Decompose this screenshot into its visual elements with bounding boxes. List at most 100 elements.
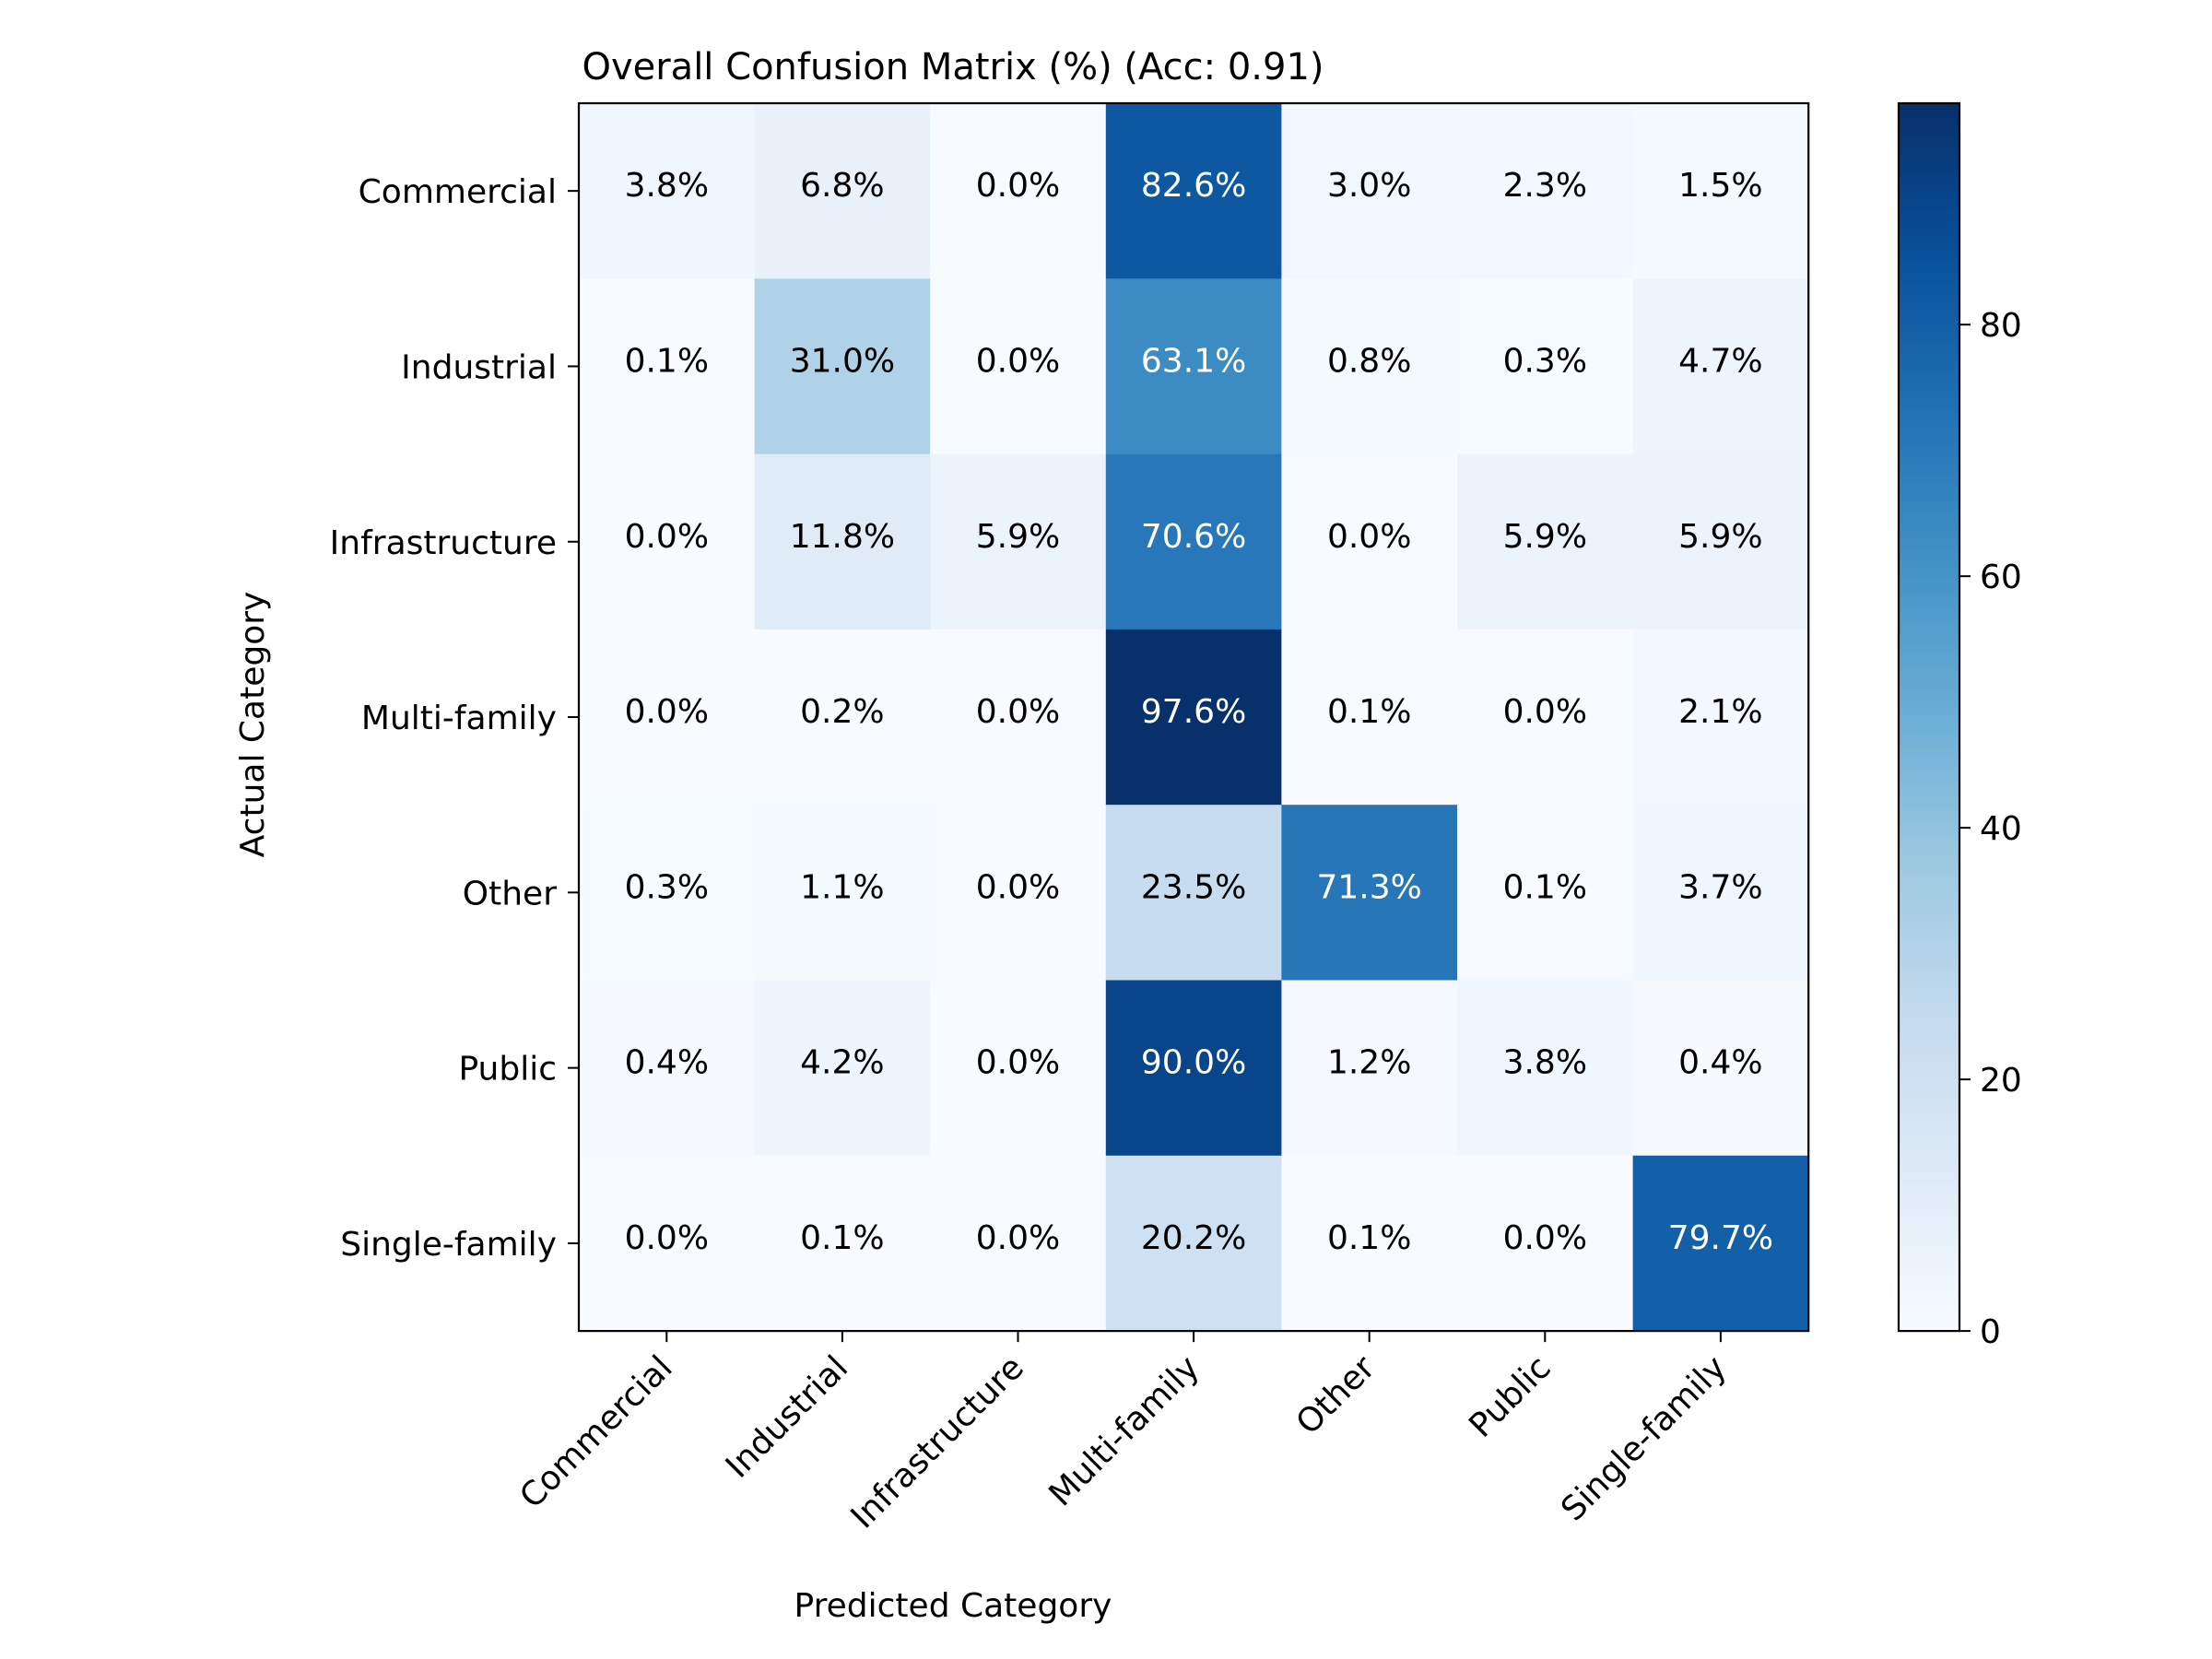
cell-value-label: 3.0% — [1327, 167, 1411, 205]
y-tick-label: Other — [463, 875, 557, 912]
heatmap-cell — [1105, 103, 1282, 279]
cell-value-label: 11.8% — [790, 518, 895, 556]
heatmap-cell — [579, 980, 756, 1157]
heatmap-cell — [579, 805, 756, 982]
heatmap-cell — [1457, 453, 1634, 630]
cell-value-label: 20.2% — [1141, 1219, 1246, 1257]
cell-value-label: 3.8% — [625, 167, 709, 205]
heatmap-cell — [579, 1155, 756, 1332]
heatmap-cell — [1281, 1155, 1458, 1332]
cell-value-label: 79.7% — [1668, 1219, 1773, 1257]
colorbar: 0 20 40 60 80 — [1897, 101, 2022, 1351]
cell-value-label: 0.0% — [625, 1219, 709, 1257]
y-axis-label: Actual Category — [234, 592, 272, 858]
cell-value-label: 23.5% — [1141, 868, 1246, 906]
heatmap-cell — [1105, 629, 1282, 806]
heatmap-cell — [1281, 980, 1458, 1157]
cell-value-label: 4.2% — [800, 1044, 884, 1082]
y-tick-label: Industrial — [401, 348, 557, 386]
heatmap-cell — [754, 278, 931, 455]
y-tick-label: Infrastructure — [330, 524, 557, 562]
heatmap-cell — [930, 1155, 1107, 1332]
cell-value-label: 6.8% — [800, 167, 884, 205]
heatmap-cell — [930, 103, 1107, 279]
cell-value-label: 71.3% — [1317, 868, 1422, 906]
cell-value-label: 2.3% — [1503, 167, 1587, 205]
cell-value-label: 0.1% — [625, 342, 709, 380]
colorbar-tick-label: 20 — [1980, 1062, 2022, 1100]
y-tick-label: Multi-family — [361, 700, 557, 737]
cell-value-label: 31.0% — [790, 342, 895, 380]
heatmap-cell — [1105, 278, 1282, 455]
y-tick-label: Single-family — [340, 1226, 557, 1264]
cell-value-label: 0.0% — [976, 868, 1060, 906]
cell-value-label: 0.2% — [800, 693, 884, 731]
heatmap-cell — [1632, 980, 1809, 1157]
cell-value-label: 1.2% — [1327, 1044, 1411, 1082]
cell-value-label: 3.7% — [1678, 868, 1762, 906]
cell-value-label: 0.3% — [625, 868, 709, 906]
heatmap-cell — [579, 278, 756, 455]
cell-value-label: 97.6% — [1141, 693, 1246, 731]
heatmap-cell — [579, 453, 756, 630]
colorbar-tick-label: 0 — [1980, 1313, 2001, 1351]
heatmap-cell — [1281, 103, 1458, 279]
cell-value-label: 4.7% — [1678, 342, 1762, 380]
colorbar-tick-label: 60 — [1980, 559, 2022, 596]
cell-value-label: 0.0% — [1327, 518, 1411, 556]
cell-value-label: 0.0% — [625, 693, 709, 731]
heatmap-cell — [1632, 278, 1809, 455]
cell-value-label: 63.1% — [1141, 342, 1246, 380]
cell-value-label: 5.9% — [1678, 518, 1762, 556]
cell-value-label: 0.0% — [625, 518, 709, 556]
heatmap-cell — [930, 278, 1107, 455]
heatmap-cell — [930, 980, 1107, 1157]
cell-value-label: 0.0% — [976, 693, 1060, 731]
cell-value-label: 0.0% — [976, 167, 1060, 205]
colorbar-scale — [1897, 101, 1961, 1333]
cell-value-label: 0.4% — [625, 1044, 709, 1082]
colorbar-tick-label: 40 — [1980, 810, 2022, 848]
heatmap-cell — [930, 629, 1107, 806]
y-tick-label: Public — [458, 1051, 557, 1088]
heatmap-cell — [1105, 980, 1282, 1157]
cell-value-label: 0.0% — [976, 1044, 1060, 1082]
cell-value-label: 1.1% — [800, 868, 884, 906]
cell-value-label: 70.6% — [1141, 518, 1246, 556]
cell-value-label: 0.4% — [1678, 1044, 1762, 1082]
heatmap-cell — [1105, 453, 1282, 630]
heatmap-cell — [1457, 103, 1634, 279]
heatmap-cell — [1281, 453, 1458, 630]
heatmap-cell — [1457, 629, 1634, 806]
heatmap-cell — [1281, 629, 1458, 806]
cell-value-label: 0.3% — [1503, 342, 1587, 380]
heatmap-cells: 3.8% 6.8% 0.0% 82.6% 3.0% 2.3% 1.5% 0.1% 31.0% 0.… — [579, 103, 1809, 1332]
cell-value-label: 0.8% — [1327, 342, 1411, 380]
heatmap-cell — [1632, 805, 1809, 982]
chart-title: Overall Confusion Matrix (%) (Acc: 0.91) — [582, 46, 1324, 88]
heatmap-cell — [1632, 1155, 1809, 1332]
heatmap-cell — [754, 805, 931, 982]
heatmap-cell — [1457, 278, 1634, 455]
cell-value-label: 0.1% — [1327, 693, 1411, 731]
cell-value-label: 5.9% — [1503, 518, 1587, 556]
colorbar-tick-label: 80 — [1980, 307, 2022, 345]
cell-value-label: 2.1% — [1678, 693, 1762, 731]
heatmap-cell — [1457, 980, 1634, 1157]
heatmap-cell — [1632, 453, 1809, 630]
y-tick-label: Commercial — [359, 173, 557, 211]
cell-value-label: 0.0% — [1503, 1219, 1587, 1257]
cell-value-label: 0.0% — [1503, 693, 1587, 731]
heatmap-cell — [1632, 103, 1809, 279]
heatmap-cell — [754, 980, 931, 1157]
heatmap-cell — [754, 103, 931, 279]
heatmap-cell — [1457, 805, 1634, 982]
heatmap-cell — [1457, 1155, 1634, 1332]
x-axis-label: Predicted Category — [794, 1587, 1112, 1625]
heatmap-cell — [579, 629, 756, 806]
cell-value-label: 90.0% — [1141, 1044, 1246, 1082]
heatmap-cell — [1632, 629, 1809, 806]
cell-value-label: 3.8% — [1503, 1044, 1587, 1082]
heatmap-cell — [754, 629, 931, 806]
